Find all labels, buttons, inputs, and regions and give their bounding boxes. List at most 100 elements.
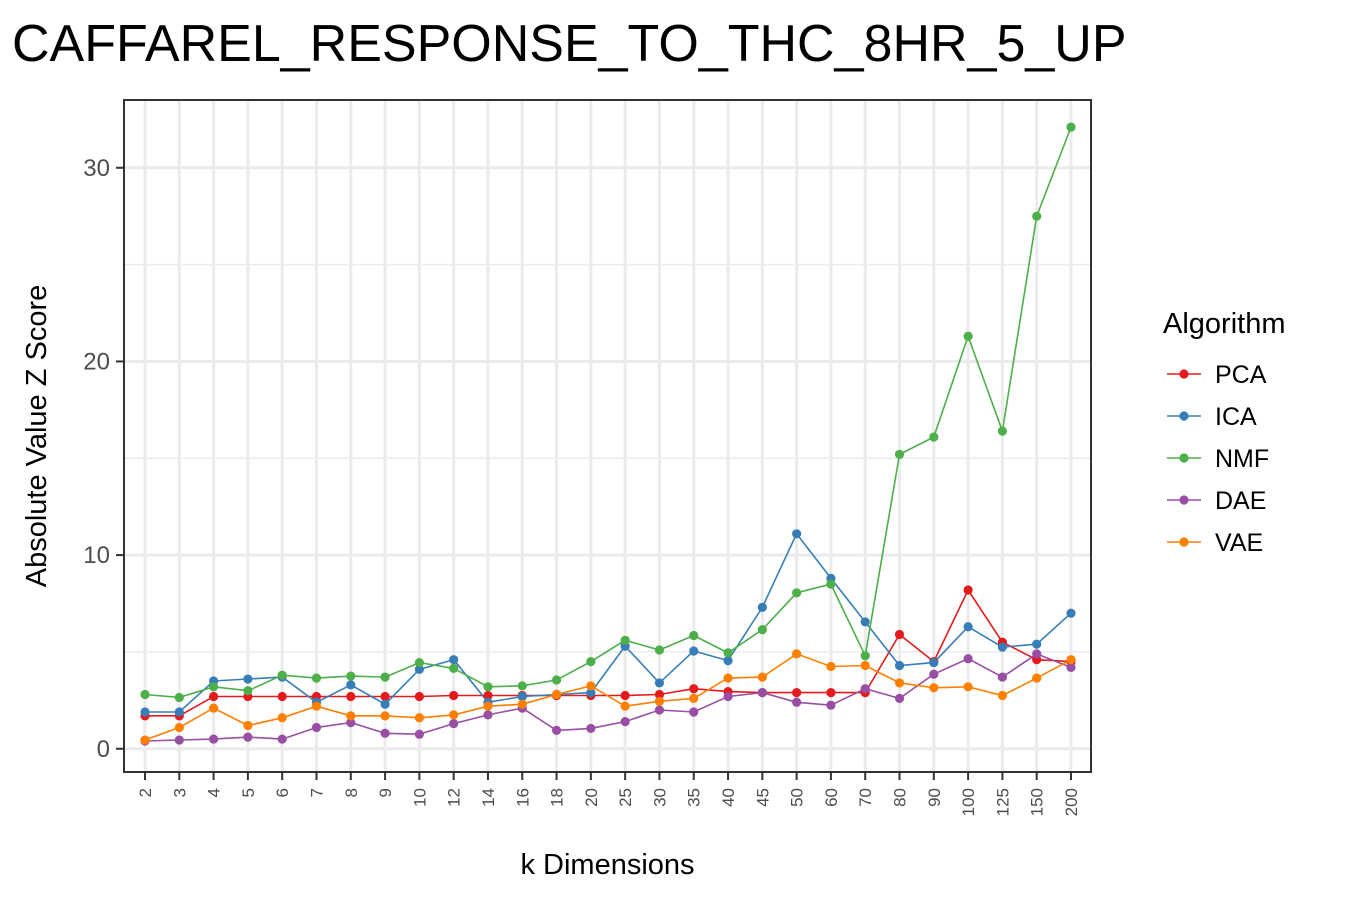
data-point-ica (346, 680, 356, 690)
data-point-vae (929, 683, 939, 693)
legend-key-point (1179, 495, 1189, 505)
data-point-ica (689, 646, 699, 656)
data-point-vae (414, 713, 424, 723)
data-point-pca (346, 691, 356, 702)
x-tick-label: 10 (410, 788, 429, 807)
data-point-pca (620, 690, 630, 701)
data-point-dae (346, 718, 356, 728)
legend-label: DAE (1215, 487, 1266, 515)
y-tick-label: 20 (83, 348, 110, 375)
data-point-ica (174, 707, 184, 717)
data-point-ica (792, 529, 802, 539)
data-point-ica (757, 602, 767, 612)
data-point-dae (277, 734, 287, 744)
data-point-nmf (208, 682, 219, 692)
data-point-nmf (243, 686, 253, 696)
x-tick-label: 30 (650, 788, 669, 807)
data-point-nmf (551, 675, 562, 685)
x-tick-label: 90 (925, 788, 944, 807)
x-tick-label: 18 (548, 788, 567, 807)
data-point-dae (997, 672, 1008, 682)
data-point-ica (654, 678, 665, 688)
data-point-pca (208, 691, 219, 702)
data-point-dae (483, 710, 493, 720)
data-point-nmf (311, 673, 322, 683)
x-tick-label: 40 (719, 788, 738, 807)
x-tick-label: 35 (685, 788, 704, 807)
data-point-vae (380, 711, 390, 721)
data-point-vae (346, 711, 356, 721)
data-point-nmf (380, 672, 390, 682)
legend-key-point (1179, 411, 1189, 421)
data-point-ica (963, 622, 973, 632)
x-tick-label: 7 (307, 788, 326, 797)
x-axis: 2 3 4 5 6 7 8 9 10 12 14 16 18 20 25 30 35 40 45 50 60 70 80 90… (136, 772, 1081, 816)
data-point-vae (208, 703, 219, 713)
x-tick-label: 8 (342, 788, 361, 797)
x-tick-label: 6 (273, 788, 292, 797)
series-line-nmf (144, 126, 1072, 699)
data-point-nmf (894, 449, 905, 459)
x-axis-title: k Dimensions (520, 849, 694, 881)
x-tick-label: 125 (993, 788, 1012, 816)
legend-key-point (1179, 537, 1189, 547)
x-tick-label: 9 (376, 788, 395, 797)
legend-label: PCA (1215, 361, 1267, 389)
data-point-vae (963, 682, 973, 692)
data-point-ica (449, 655, 459, 665)
data-point-ica (380, 699, 390, 709)
data-point-dae (311, 722, 322, 733)
data-point-vae (894, 678, 905, 688)
legend-label: ICA (1215, 403, 1257, 431)
data-point-pca (792, 687, 802, 698)
data-point-dae (586, 723, 596, 734)
data-point-vae (243, 720, 253, 731)
data-point-dae (826, 700, 836, 710)
data-point-dae (243, 732, 253, 742)
series-lines (144, 126, 1072, 742)
data-point-vae (140, 735, 150, 745)
data-point-nmf (517, 681, 527, 691)
data-point-nmf (449, 663, 459, 673)
data-point-dae (208, 734, 219, 744)
data-point-nmf (826, 579, 836, 589)
data-point-vae (997, 690, 1008, 701)
x-tick-label: 2 (136, 788, 155, 797)
data-point-nmf (689, 630, 699, 641)
data-point-nmf (586, 657, 596, 667)
data-point-vae (517, 699, 527, 709)
plot-panel-border (123, 99, 1092, 773)
data-point-ica (243, 674, 253, 684)
x-tick-label: 5 (239, 788, 258, 797)
data-point-nmf (654, 645, 665, 655)
data-point-pca (449, 690, 459, 701)
data-point-dae (414, 729, 424, 739)
data-point-vae (860, 660, 870, 671)
data-point-nmf (140, 689, 150, 700)
data-point-vae (551, 689, 562, 700)
data-point-vae (174, 722, 184, 733)
legend-key-point (1179, 453, 1189, 463)
legend-label: VAE (1215, 529, 1263, 557)
data-point-nmf (860, 651, 870, 661)
data-point-nmf (963, 331, 973, 341)
data-point-nmf (1032, 211, 1042, 221)
data-point-dae (1032, 649, 1042, 659)
data-point-ica (586, 687, 596, 698)
data-point-dae (757, 687, 767, 698)
data-point-dae (792, 697, 802, 707)
data-point-nmf (174, 692, 184, 703)
x-tick-label: 60 (822, 788, 841, 807)
data-point-vae (1032, 673, 1042, 683)
data-point-vae (586, 681, 596, 691)
data-point-nmf (929, 432, 939, 442)
data-point-ica (1032, 639, 1042, 649)
data-point-nmf (414, 657, 424, 668)
x-tick-label: 45 (753, 788, 772, 807)
x-tick-label: 50 (788, 788, 807, 807)
data-point-ica (517, 691, 527, 702)
legend-title: Algorithm (1163, 308, 1286, 340)
y-axis: 0 10 20 30 (83, 155, 124, 763)
y-tick-label: 0 (97, 736, 110, 763)
series-line-dae (144, 653, 1072, 742)
